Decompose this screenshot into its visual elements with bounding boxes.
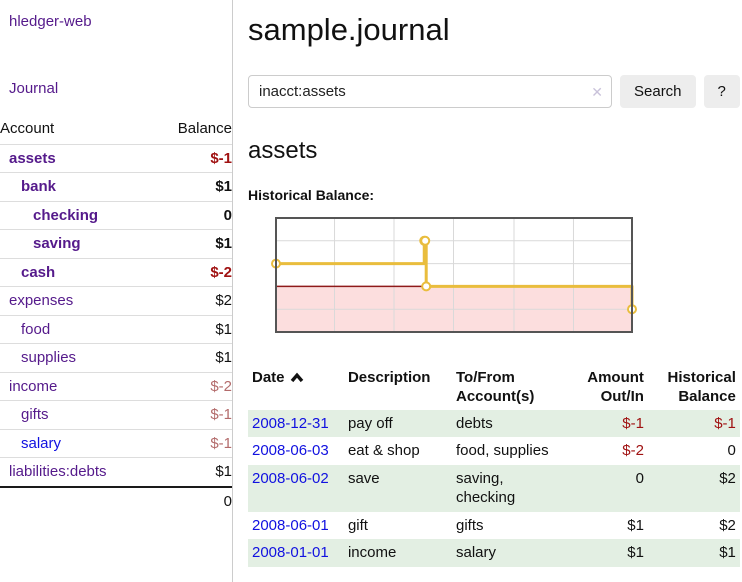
sidebar-item-journal[interactable]: Journal — [9, 79, 59, 97]
accounts-total-spacer — [0, 485, 154, 515]
account-balance: $1 — [153, 314, 232, 344]
account-link[interactable]: checking — [33, 206, 99, 224]
account-balance: $2 — [153, 286, 232, 315]
account-row: liabilities:debts $1 — [0, 457, 232, 487]
accounts-table: Account Balance assets $-1 bank $1 checking 0… — [0, 115, 232, 515]
accounts-total-row: 0 — [0, 485, 232, 515]
main-content: sample.journal ✕ Search ? assets Histori… — [233, 0, 742, 582]
account-row: income $-2 — [0, 371, 232, 401]
app-title-link[interactable]: hledger-web — [9, 13, 92, 30]
transaction-date-link[interactable]: 2008-06-01 — [252, 516, 329, 534]
text-cell: salary — [456, 544, 497, 562]
amount-cell: 0 — [635, 469, 644, 487]
amount-cell: $2 — [719, 469, 736, 487]
account-row: gifts $-1 — [0, 400, 232, 429]
text-cell: food, supplies — [456, 442, 549, 460]
account-row: assets $-1 — [0, 143, 232, 173]
table-row: 2008-01-01 income salary $1 $1 — [248, 539, 740, 567]
amount-cell: $-2 — [622, 442, 644, 460]
account-balance: $-1 — [153, 143, 232, 173]
clear-search-icon[interactable]: ✕ — [591, 84, 603, 101]
account-balance: 0 — [153, 200, 232, 230]
column-header-date-label: Date — [252, 368, 285, 386]
account-row: checking 0 — [0, 200, 232, 230]
amount-cell: $-1 — [714, 414, 736, 432]
column-header-date[interactable]: Date — [248, 365, 344, 410]
amount-cell: $1 — [627, 516, 644, 534]
account-link[interactable]: supplies — [21, 349, 77, 366]
transaction-date-link[interactable]: 2008-06-02 — [252, 469, 329, 487]
help-button[interactable]: ? — [703, 75, 740, 109]
account-row: salary $-1 — [0, 428, 232, 458]
account-link[interactable]: income — [9, 377, 58, 395]
amount-cell: 0 — [727, 442, 736, 460]
account-balance: $-1 — [153, 400, 232, 429]
amount-cell: $2 — [719, 516, 736, 534]
account-row: cash $-2 — [0, 257, 232, 287]
chart-title: Historical Balance: — [248, 187, 375, 204]
amount-cell: $1 — [719, 544, 736, 562]
table-row: 2008-12-31 pay off debts $-1 $-1 — [248, 409, 740, 438]
register-table: Date Description To/From Account(s) Amou… — [248, 365, 740, 567]
account-link[interactable]: cash — [21, 263, 56, 281]
accounts-total-value: 0 — [153, 485, 232, 515]
search-input-wrap: ✕ — [248, 75, 612, 109]
column-header-description: Description — [347, 368, 431, 386]
accounts-header-balance: Balance — [177, 120, 232, 137]
column-header-accounts: To/From Account(s) — [456, 368, 535, 406]
account-balance: $-2 — [153, 371, 232, 401]
page-title: sample.journal — [248, 12, 450, 47]
account-balance: $1 — [153, 343, 232, 372]
historical-balance-chart — [271, 216, 637, 333]
text-cell: gift — [347, 516, 368, 534]
account-row: bank $1 — [0, 172, 232, 201]
table-row: 2008-06-03 eat & shop food, supplies $-2 0 — [248, 437, 740, 465]
account-balance: $1 — [153, 172, 232, 201]
account-link[interactable]: gifts — [21, 406, 49, 423]
search-button[interactable]: Search — [620, 75, 696, 109]
account-link[interactable]: expenses — [9, 292, 74, 309]
account-row: supplies $1 — [0, 343, 232, 372]
account-link[interactable]: bank — [21, 178, 57, 195]
column-header-balance: Historical Balance — [667, 368, 736, 406]
transaction-date-link[interactable]: 2008-06-03 — [252, 442, 329, 460]
text-cell: income — [347, 544, 397, 562]
table-row: 2008-06-02 save saving, checking 0 $2 — [248, 464, 740, 512]
account-balance: $-1 — [153, 428, 232, 458]
register-header-row: Date Description To/From Account(s) Amou… — [248, 365, 740, 410]
accounts-header-row: Account Balance — [0, 115, 232, 144]
search-input[interactable] — [248, 75, 612, 109]
table-row: 2008-06-01 gift gifts $1 $2 — [248, 512, 740, 540]
account-balance: $1 — [153, 229, 232, 258]
account-link[interactable]: assets — [9, 149, 56, 167]
account-row: expenses $2 — [0, 286, 232, 315]
account-balance: $-2 — [153, 257, 232, 287]
text-cell: eat & shop — [347, 442, 420, 460]
text-cell: pay off — [347, 414, 393, 432]
account-heading: assets — [248, 137, 318, 165]
text-cell: gifts — [456, 516, 484, 534]
transaction-date-link[interactable]: 2008-01-01 — [252, 544, 329, 562]
text-cell: save — [347, 469, 380, 487]
account-balance: $1 — [153, 457, 232, 487]
sidebar: hledger-web Journal Account Balance asse… — [0, 0, 233, 582]
account-link[interactable]: saving — [33, 235, 81, 252]
transaction-date-link[interactable]: 2008-12-31 — [252, 414, 329, 432]
amount-cell: $1 — [627, 544, 644, 562]
account-link[interactable]: food — [21, 320, 51, 338]
search-bar: ✕ Search ? — [248, 75, 740, 109]
account-row: saving $1 — [0, 229, 232, 258]
account-row: food $1 — [0, 314, 232, 344]
text-cell: debts — [456, 414, 493, 432]
amount-cell: $-1 — [622, 414, 644, 432]
account-link[interactable]: liabilities:debts — [9, 463, 107, 480]
column-header-amount: Amount Out/In — [587, 368, 644, 406]
sort-ascending-icon — [290, 369, 304, 389]
text-cell: saving, checking — [456, 469, 516, 507]
account-link[interactable]: salary — [21, 434, 62, 452]
accounts-header-account: Account — [0, 120, 55, 137]
